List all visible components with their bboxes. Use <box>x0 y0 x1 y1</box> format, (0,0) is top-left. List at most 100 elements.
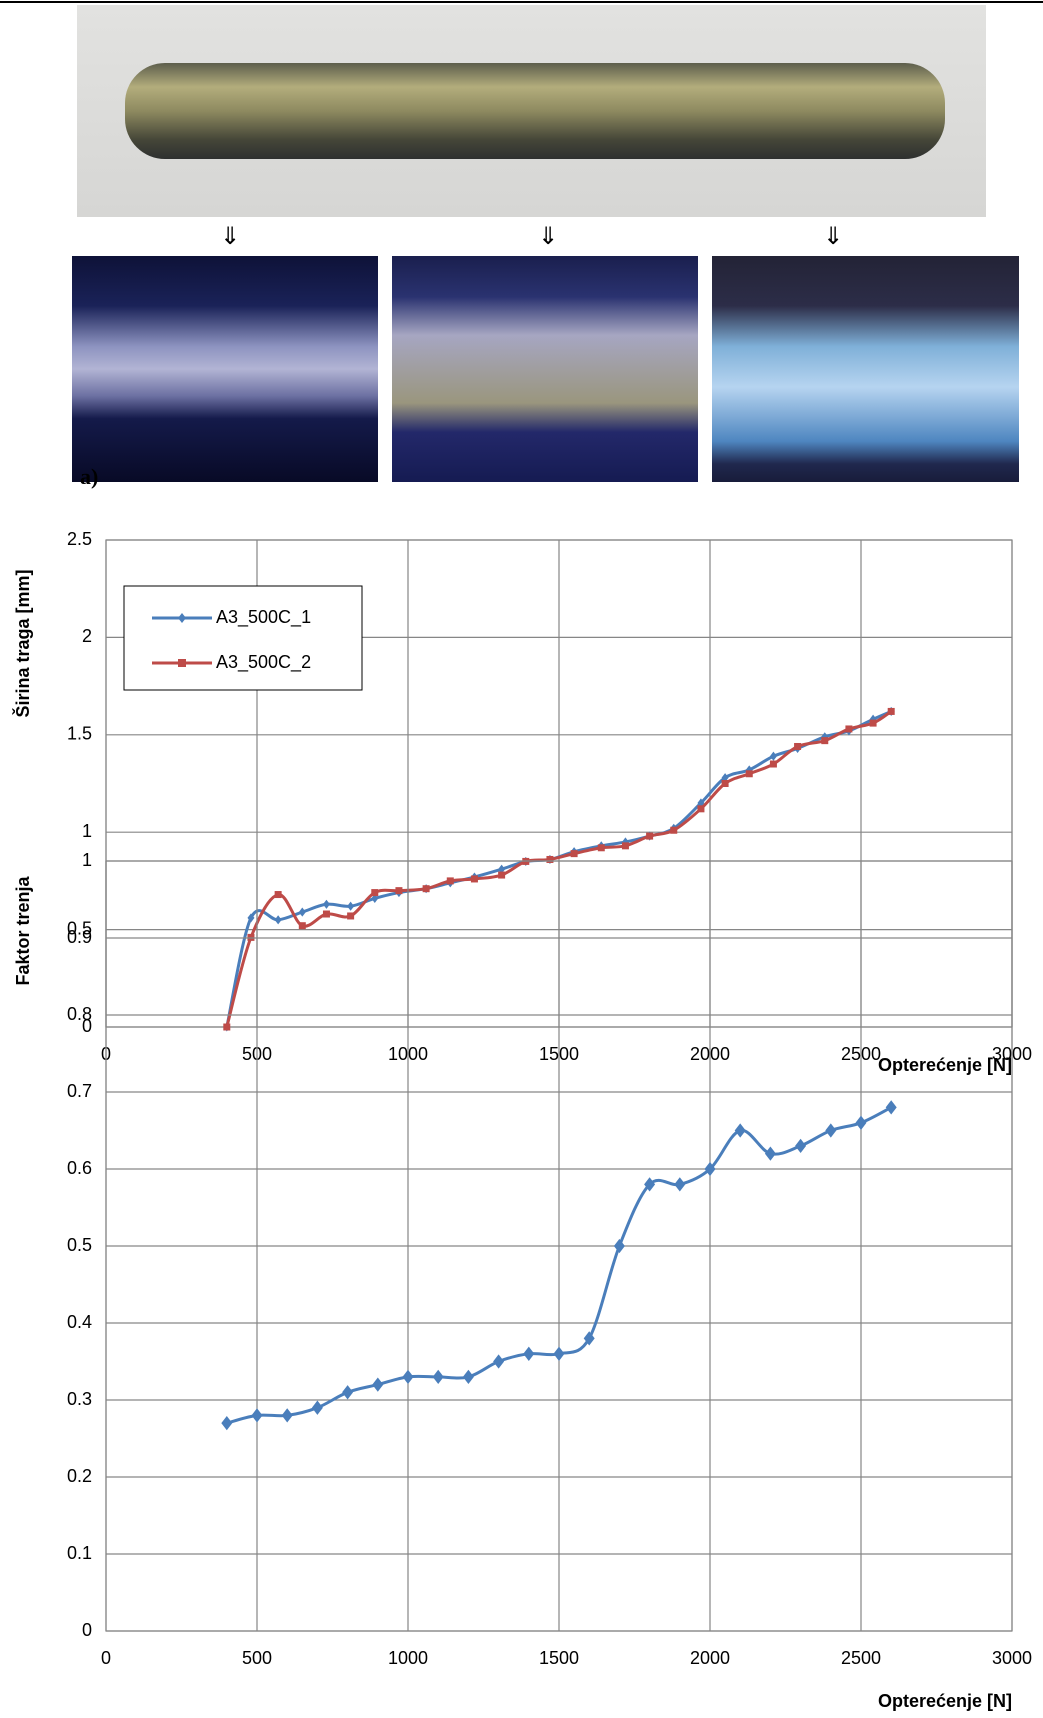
legend-marker <box>178 659 186 667</box>
marker <box>869 719 877 727</box>
marker <box>597 844 605 852</box>
y-tick-label: 0 <box>82 1016 92 1036</box>
y-tick-label: 0.4 <box>67 1312 92 1332</box>
y-tick-label: 2 <box>82 626 92 646</box>
x-tick-label: 500 <box>242 1648 272 1668</box>
micrograph <box>712 256 1019 482</box>
micrograph <box>72 256 378 482</box>
marker <box>221 1415 233 1431</box>
y-tick-label: 1.5 <box>67 724 92 744</box>
arrow: ⇓ <box>220 222 241 250</box>
plot-frame <box>105 860 1013 1632</box>
marker <box>613 1238 625 1254</box>
y-tick-label: 1 <box>82 821 92 841</box>
legend-label: A3_500C_1 <box>216 607 311 628</box>
x-tick-label: 2500 <box>841 1648 881 1668</box>
marker <box>794 742 802 750</box>
marker <box>372 1377 384 1392</box>
marker <box>670 826 678 834</box>
y-tick-label: 1 <box>82 850 92 870</box>
y-tick-label: 0.5 <box>67 918 92 938</box>
y-tick-label: 0 <box>82 1620 92 1640</box>
marker <box>674 1177 686 1192</box>
y-axis-label: Faktor trenja <box>13 875 33 985</box>
marker <box>855 1115 867 1130</box>
series-line <box>225 710 893 1028</box>
marker <box>644 1177 656 1192</box>
marker <box>570 850 578 858</box>
marker <box>885 1100 897 1115</box>
top-rule <box>0 1 1043 3</box>
x-tick-label: 0 <box>101 1648 111 1668</box>
marker <box>704 1161 716 1177</box>
marker <box>721 773 729 783</box>
marker <box>274 915 282 925</box>
marker <box>347 901 355 911</box>
y-tick-label: 0.1 <box>67 1543 92 1563</box>
marker <box>223 1023 231 1031</box>
marker <box>274 891 282 899</box>
marker <box>553 1346 565 1361</box>
marker <box>734 1123 746 1138</box>
legend-label: A3_500C_2 <box>216 652 311 673</box>
marker <box>446 877 454 885</box>
marker <box>697 805 705 813</box>
marker <box>322 910 330 918</box>
marker <box>546 855 554 863</box>
y-tick-label: 0.6 <box>67 1158 92 1178</box>
x-tick-label: 1000 <box>388 1648 428 1668</box>
legend-box <box>123 585 363 691</box>
marker <box>523 1346 535 1361</box>
marker <box>371 893 379 903</box>
y-tick-label: 0.7 <box>67 1081 92 1101</box>
marker <box>298 907 306 917</box>
x-tick-label: 1500 <box>539 1648 579 1668</box>
y-tick-label: 0.2 <box>67 1466 92 1486</box>
marker <box>298 922 306 930</box>
marker <box>764 1146 776 1161</box>
marker <box>621 842 629 850</box>
marker <box>721 780 729 787</box>
marker <box>845 725 853 733</box>
marker <box>247 933 255 941</box>
marker <box>769 751 777 761</box>
marker <box>498 871 506 879</box>
legend-marker <box>178 613 186 623</box>
marker <box>745 770 753 778</box>
marker <box>825 1123 837 1138</box>
marker <box>247 913 255 923</box>
rod-photo <box>77 5 986 217</box>
marker <box>887 707 895 715</box>
y-tick-label: 0.3 <box>67 1389 92 1409</box>
marker <box>646 832 654 840</box>
marker <box>371 889 379 897</box>
marker <box>583 1331 595 1346</box>
marker <box>347 912 355 920</box>
arrow: ⇓ <box>823 222 844 250</box>
marker <box>462 1369 474 1385</box>
marker <box>322 899 330 909</box>
y-axis-label: Širina traga [mm] <box>12 569 33 717</box>
marker <box>395 887 403 895</box>
x-tick-label: 2000 <box>690 1648 730 1668</box>
marker <box>402 1369 414 1385</box>
panel-label: a) <box>80 464 99 489</box>
y-tick-label: 0.5 <box>67 1235 92 1255</box>
marker <box>422 885 430 893</box>
marker <box>281 1408 293 1423</box>
marker <box>498 864 506 874</box>
y-tick-label: 0.9 <box>67 927 92 947</box>
x-axis-label: Opterećenje [N] <box>878 1055 1012 1075</box>
y-tick-label: 0.8 <box>67 1004 92 1024</box>
rod <box>125 63 945 159</box>
y-tick-label: 2.5 <box>67 529 92 549</box>
marker <box>251 1408 263 1423</box>
marker <box>470 875 478 883</box>
x-axis-label: Opterećenje [N] <box>878 1691 1012 1711</box>
marker <box>432 1369 444 1385</box>
marker <box>342 1385 354 1400</box>
marker <box>769 760 777 768</box>
arrow: ⇓ <box>538 222 559 250</box>
